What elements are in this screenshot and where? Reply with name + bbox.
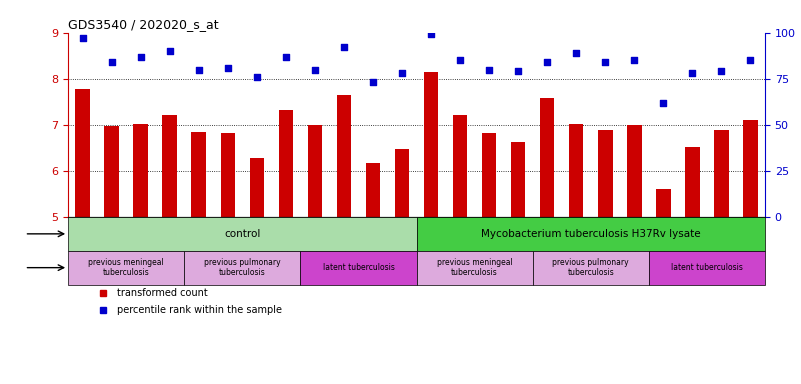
Bar xyxy=(743,120,758,217)
Text: transformed count: transformed count xyxy=(117,288,207,298)
Bar xyxy=(424,72,438,217)
Text: previous pulmonary
tuberculosis: previous pulmonary tuberculosis xyxy=(204,258,280,277)
Text: Mycobacterium tuberculosis H37Rv lysate: Mycobacterium tuberculosis H37Rv lysate xyxy=(481,229,701,239)
Bar xyxy=(533,251,649,285)
Bar xyxy=(649,251,765,285)
Bar xyxy=(482,133,497,217)
Text: latent tuberculosis: latent tuberculosis xyxy=(671,263,743,272)
Bar xyxy=(569,124,583,217)
Bar xyxy=(453,115,467,217)
Text: control: control xyxy=(224,229,260,239)
Bar xyxy=(714,130,729,217)
Bar xyxy=(417,217,765,251)
Bar xyxy=(540,98,554,217)
Bar xyxy=(627,125,642,217)
Bar xyxy=(68,217,417,251)
Point xyxy=(686,70,698,76)
Bar xyxy=(191,132,206,217)
Point xyxy=(483,66,496,73)
Point xyxy=(105,59,118,65)
Point xyxy=(280,53,292,60)
Text: previous pulmonary
tuberculosis: previous pulmonary tuberculosis xyxy=(553,258,629,277)
Bar xyxy=(308,125,322,217)
Bar xyxy=(68,251,184,285)
Bar xyxy=(184,251,300,285)
Text: percentile rank within the sample: percentile rank within the sample xyxy=(117,305,282,315)
Bar xyxy=(279,110,293,217)
Text: previous meningeal
tuberculosis: previous meningeal tuberculosis xyxy=(88,258,164,277)
Bar xyxy=(511,142,525,217)
Point xyxy=(251,74,264,80)
Text: previous meningeal
tuberculosis: previous meningeal tuberculosis xyxy=(437,258,513,277)
Point xyxy=(599,59,612,65)
Point xyxy=(570,50,582,56)
Text: GDS3540 / 202020_s_at: GDS3540 / 202020_s_at xyxy=(68,18,219,31)
Bar xyxy=(220,133,235,217)
Point xyxy=(337,44,350,50)
Point xyxy=(221,65,234,71)
Bar xyxy=(656,189,670,217)
Point xyxy=(163,48,176,54)
Point xyxy=(628,57,641,63)
Point xyxy=(76,35,89,41)
Point xyxy=(453,57,466,63)
Point xyxy=(657,99,670,106)
Bar xyxy=(366,162,380,217)
Point xyxy=(541,59,553,65)
Point xyxy=(308,66,321,73)
Bar xyxy=(598,130,613,217)
Point xyxy=(367,79,380,86)
Bar xyxy=(75,89,90,217)
Point xyxy=(744,57,757,63)
Point xyxy=(135,53,147,60)
Point xyxy=(512,68,525,74)
Text: latent tuberculosis: latent tuberculosis xyxy=(323,263,394,272)
Point xyxy=(192,66,205,73)
Point xyxy=(425,31,437,38)
Bar xyxy=(134,124,148,217)
Bar xyxy=(395,149,409,217)
Bar xyxy=(685,147,699,217)
Bar xyxy=(336,95,351,217)
Bar xyxy=(300,251,417,285)
Point xyxy=(396,70,409,76)
Bar xyxy=(163,115,177,217)
Bar xyxy=(417,251,533,285)
Bar xyxy=(104,126,119,217)
Point xyxy=(715,68,728,74)
Bar xyxy=(250,158,264,217)
